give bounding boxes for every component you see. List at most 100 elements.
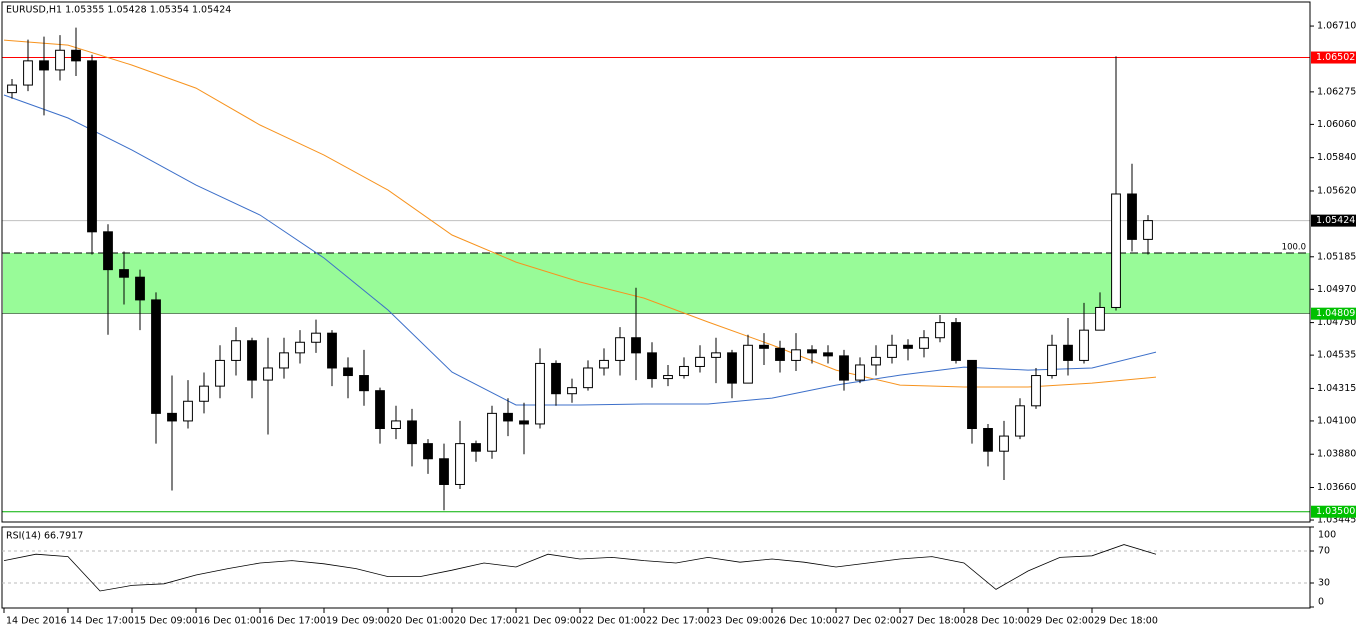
candle-body [839, 355, 849, 381]
x-tick-label: 16 Dec 01:00 [198, 616, 262, 627]
candle-body [551, 362, 561, 395]
y-tick-label: 1.03660 [1317, 482, 1356, 493]
price-level-box [1311, 51, 1356, 64]
candle-body [135, 276, 145, 301]
candle-body [1031, 375, 1041, 407]
price-panel [2, 27, 1310, 513]
candle-body [807, 349, 817, 354]
candle-body [295, 341, 305, 354]
price-level-label: 1.06502 [1316, 52, 1355, 63]
candle-body [487, 412, 497, 452]
y-tick-label: 1.06710 [1317, 21, 1356, 32]
candle-body [343, 367, 353, 377]
y-tick-label: 1.05620 [1317, 185, 1356, 196]
y-tick-label: 1.03880 [1317, 449, 1356, 460]
candle-body [903, 344, 913, 349]
x-tick-label: 14 Dec 17:00 [70, 616, 134, 627]
candle-body [999, 435, 1009, 452]
y-tick-label: 1.03445 [1317, 515, 1356, 526]
candle-body [583, 367, 593, 389]
x-tick-label: 27 Dec 18:00 [902, 616, 966, 627]
support-zone [3, 252, 1310, 314]
candle-body [119, 269, 129, 278]
moving-average [3, 94, 1157, 406]
candle-body [391, 420, 401, 429]
candle-body [567, 387, 577, 395]
candle-body [55, 49, 65, 71]
rsi-tick-label: 0 [1318, 597, 1324, 608]
candle-body [887, 344, 897, 358]
price-level-box [1311, 505, 1356, 518]
y-tick-label: 1.05840 [1317, 152, 1356, 163]
x-tick-label: 22 Dec 01:00 [582, 616, 646, 627]
rsi-label: RSI(14) 66.7917 [6, 531, 83, 542]
candle-body [711, 352, 721, 358]
candle-body [247, 340, 257, 381]
candle-body [23, 60, 33, 86]
x-tick-label: 27 Dec 02:00 [838, 616, 902, 627]
candle-body [1015, 405, 1025, 437]
candle-body [71, 49, 81, 62]
price-level-box [1311, 214, 1356, 227]
candle-body [647, 352, 657, 380]
candle-body [311, 332, 321, 343]
candle-body [695, 356, 705, 367]
candle-body [375, 390, 385, 429]
x-tick-label: 19 Dec 09:00 [326, 616, 390, 627]
price-level-label: 1.04809 [1316, 308, 1355, 319]
price-level-box [1311, 307, 1356, 320]
candle-body [39, 60, 49, 71]
candle-body [935, 322, 945, 339]
x-tick-label: 26 Dec 10:00 [774, 616, 838, 627]
candle-body [503, 412, 513, 422]
rsi-tick-label: 70 [1318, 546, 1330, 557]
y-tick-label: 1.04750 [1317, 317, 1356, 328]
x-tick-label: 29 Dec 02:00 [1030, 616, 1094, 627]
candle-body [471, 443, 481, 452]
y-tick-label: 1.04970 [1317, 284, 1356, 295]
candle-body [615, 337, 625, 361]
x-tick-label: 20 Dec 01:00 [390, 616, 454, 627]
x-tick-label: 14 Dec 2016 [6, 616, 67, 627]
candle-body [727, 352, 737, 384]
price-panel-frame [1, 1, 1311, 523]
x-tick-label: 21 Dec 09:00 [518, 616, 582, 627]
x-tick-label: 29 Dec 18:00 [1094, 616, 1158, 627]
candle-body [775, 347, 785, 361]
candle-body [679, 365, 689, 377]
candle-body [1111, 193, 1121, 308]
candle-body [535, 362, 545, 425]
candle-body [439, 458, 449, 485]
candle-body [87, 60, 97, 233]
candle-body [919, 337, 929, 349]
candle-body [455, 443, 465, 485]
x-tick-label: 22 Dec 17:00 [646, 616, 710, 627]
x-tick-label: 16 Dec 17:00 [262, 616, 326, 627]
candle-body [951, 322, 961, 361]
candle-body [1079, 329, 1089, 361]
x-tick-label: 23 Dec 09:00 [710, 616, 774, 627]
candle-body [215, 359, 225, 387]
candle-body [1095, 306, 1105, 331]
candle-body [791, 349, 801, 361]
candle-body [663, 375, 673, 380]
chart-title: EURUSD,H1 1.05355 1.05428 1.05354 1.0542… [6, 5, 231, 16]
candle-body [231, 340, 241, 361]
candle-body [407, 420, 417, 445]
candle-body [103, 231, 113, 271]
y-tick-label: 1.04100 [1317, 415, 1356, 426]
candle-body [199, 385, 209, 402]
x-tick-label: 20 Dec 17:00 [454, 616, 518, 627]
zone-top-label: 100.0 [1282, 242, 1306, 252]
candle-body [423, 443, 433, 460]
candle-body [759, 344, 769, 349]
candle-body [263, 367, 273, 381]
y-tick-label: 1.06275 [1317, 86, 1356, 97]
candle-body [1127, 193, 1137, 240]
candle-body [631, 337, 641, 354]
candle-body [1047, 344, 1057, 377]
rsi-panel-frame [1, 526, 1311, 609]
candle-body [743, 344, 753, 384]
